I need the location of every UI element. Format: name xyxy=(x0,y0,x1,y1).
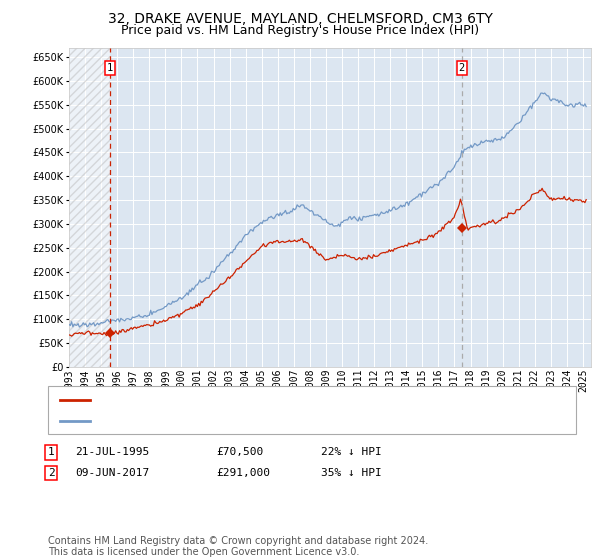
Text: 1: 1 xyxy=(107,63,113,73)
Text: £70,500: £70,500 xyxy=(216,447,263,458)
Text: 21-JUL-1995: 21-JUL-1995 xyxy=(75,447,149,458)
Text: Contains HM Land Registry data © Crown copyright and database right 2024.
This d: Contains HM Land Registry data © Crown c… xyxy=(48,535,428,557)
Text: 2: 2 xyxy=(458,63,464,73)
Text: £291,000: £291,000 xyxy=(216,468,270,478)
Text: 1: 1 xyxy=(47,447,55,458)
Text: Price paid vs. HM Land Registry's House Price Index (HPI): Price paid vs. HM Land Registry's House … xyxy=(121,24,479,36)
Bar xyxy=(69,48,110,367)
Text: 32, DRAKE AVENUE, MAYLAND, CHELMSFORD, CM3 6TY: 32, DRAKE AVENUE, MAYLAND, CHELMSFORD, C… xyxy=(107,12,493,26)
Text: 22% ↓ HPI: 22% ↓ HPI xyxy=(321,447,382,458)
Text: HPI: Average price, detached house, Maldon: HPI: Average price, detached house, Mald… xyxy=(99,416,346,426)
Text: 32, DRAKE AVENUE, MAYLAND, CHELMSFORD, CM3 6TY (detached house): 32, DRAKE AVENUE, MAYLAND, CHELMSFORD, C… xyxy=(99,395,509,405)
Text: 35% ↓ HPI: 35% ↓ HPI xyxy=(321,468,382,478)
Text: 2: 2 xyxy=(47,468,55,478)
Text: 09-JUN-2017: 09-JUN-2017 xyxy=(75,468,149,478)
